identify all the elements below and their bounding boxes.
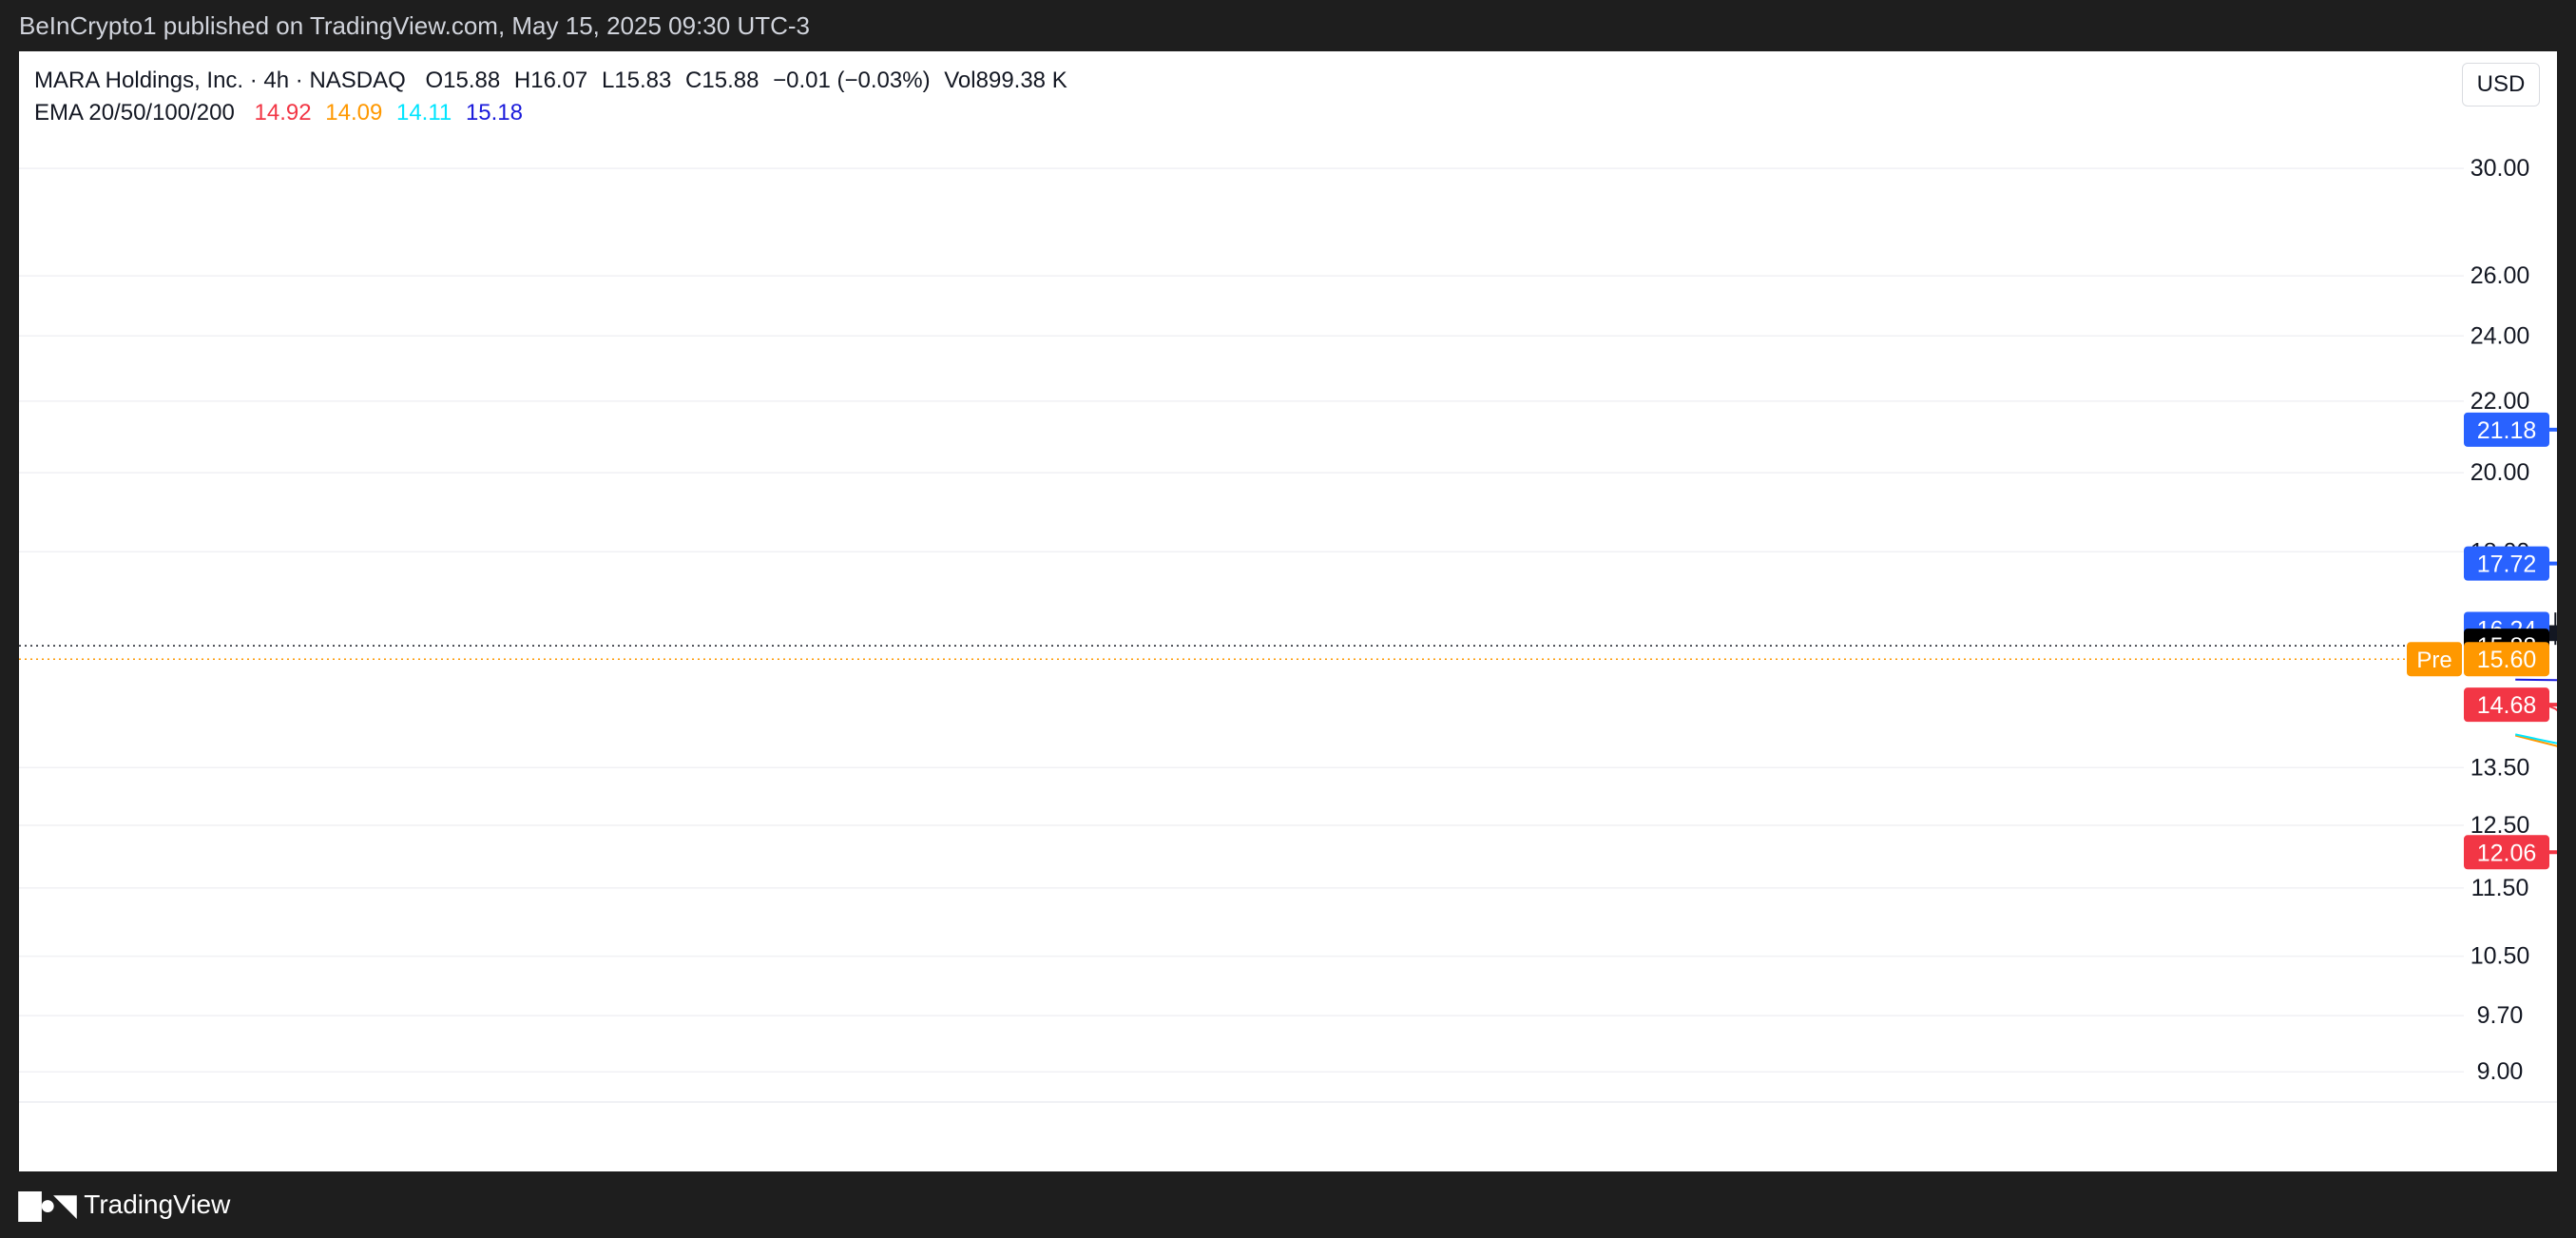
price-level-label: 14.68 (2477, 692, 2537, 719)
ohlc-close-value: 15.88 (702, 68, 759, 93)
legend-symbol-row: MARA Holdings, Inc. · 4h · NASDAQ O15.88… (34, 65, 1067, 97)
legend-ema-row: EMA 20/50/100/200 14.92 14.09 14.11 15.1… (34, 97, 1067, 129)
axes: 30.0026.0024.0022.0020.0018.0013.5012.50… (19, 155, 2557, 1103)
price-level-badge (2464, 835, 2549, 870)
y-tick-label: 26.00 (2470, 262, 2530, 289)
ema-20-value: 14.92 (254, 100, 312, 126)
tradingview-brand: TradingView (84, 1190, 231, 1219)
y-tick-label: 11.50 (2471, 875, 2529, 901)
price-chart[interactable]: EE 30.0026.0024.0022.0020.0018.0013.5012… (19, 51, 2557, 1171)
symbol-label[interactable]: MARA Holdings, Inc. · 4h · NASDAQ (34, 68, 406, 93)
ema-line-ema-20 (2514, 691, 2557, 712)
volume-value: 899.38 K (975, 68, 1067, 93)
price-level-label: 17.72 (2477, 551, 2537, 578)
tradingview-logo-icon: ▇●◥ (19, 1189, 76, 1221)
price-level-label: 12.06 (2477, 840, 2537, 866)
price-level-label: 21.18 (2477, 417, 2537, 444)
ema-100-value: 14.11 (395, 100, 452, 126)
price-level-badge (2464, 687, 2549, 723)
price-level-badge (2464, 412, 2549, 447)
ema-lines (2514, 678, 2557, 747)
y-tick-label: 9.70 (2477, 1002, 2524, 1029)
ohlc-open-value: 15.88 (443, 68, 501, 93)
publisher-text: BeInCrypto1 published on TradingView.com… (19, 11, 810, 40)
currency-button[interactable]: USD (2462, 63, 2540, 106)
volume-key: Vol (944, 68, 976, 93)
y-tick-label: 10.50 (2470, 943, 2530, 970)
tradingview-logo[interactable]: ▇●◥ TradingView (19, 1171, 230, 1238)
ohlc-open-key: O (425, 68, 444, 93)
publisher-bar: BeInCrypto1 published on TradingView.com… (0, 0, 2576, 51)
y-tick-label: 30.00 (2470, 155, 2530, 182)
ema-50-value: 14.09 (325, 100, 383, 126)
price-levels (19, 427, 2557, 855)
chart-legend: MARA Holdings, Inc. · 4h · NASDAQ O15.88… (34, 65, 1067, 129)
price-level-badge (2464, 546, 2549, 581)
premarket-tag: Pre (2416, 648, 2451, 673)
ohlc-low-value: 15.83 (614, 68, 672, 93)
ema-200-value: 15.18 (465, 100, 523, 126)
price-change: −0.01 (−0.03%) (773, 68, 931, 93)
premarket-badge (2464, 642, 2549, 677)
ohlc-low-key: L (601, 68, 615, 93)
grid (19, 167, 2464, 1073)
ohlc-close-key: C (685, 68, 702, 93)
y-tick-label: 9.00 (2477, 1058, 2524, 1085)
y-tick-label: 13.50 (2470, 754, 2530, 781)
footer-bar: ▇●◥ TradingView (0, 1171, 2576, 1238)
y-tick-label: 20.00 (2470, 459, 2530, 486)
y-tick-label: 22.00 (2470, 388, 2530, 415)
premarket-tag-badge[interactable] (2407, 642, 2462, 677)
y-tick-label: 24.00 (2470, 322, 2530, 349)
ohlc-high-value: 16.07 (530, 68, 588, 93)
premarket-label: 15.60 (2477, 647, 2537, 673)
chart-panel[interactable]: EE 30.0026.0024.0022.0020.0018.0013.5012… (19, 51, 2557, 1171)
ema-label[interactable]: EMA 20/50/100/200 (34, 100, 235, 126)
ohlc-high-key: H (513, 68, 531, 93)
y-tick-label: 12.50 (2470, 812, 2530, 839)
